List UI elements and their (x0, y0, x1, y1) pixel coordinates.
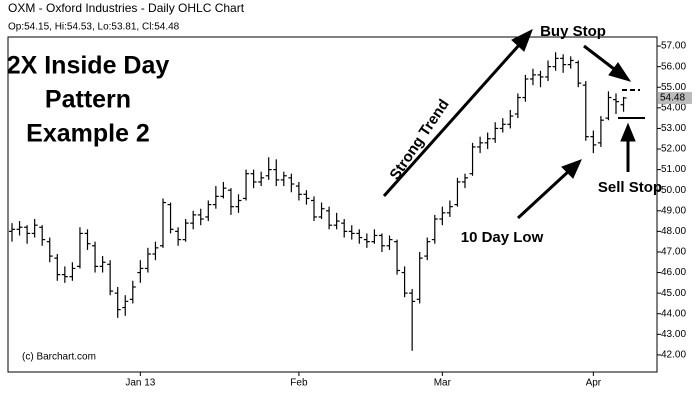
y-tick-label: 42.00 (661, 350, 686, 361)
last-price-box (658, 91, 692, 104)
pattern-line: Example 2 (26, 120, 150, 148)
arrows (382, 28, 636, 220)
low-label: 10 Day Low (461, 229, 544, 246)
x-tick-label: Mar (434, 378, 452, 389)
x-tick-label: Jan 13 (125, 378, 155, 389)
buy-stop-label: Buy Stop (540, 23, 606, 40)
y-tick-label: 53.00 (661, 123, 686, 134)
y-tick-label: 54.00 (661, 102, 686, 113)
y-tick-label: 46.00 (661, 267, 686, 278)
y-tick-label: 57.00 (661, 41, 686, 52)
y-tick-label: 49.00 (661, 205, 686, 216)
pattern-line: Pattern (45, 86, 131, 114)
arrow-head (561, 159, 582, 179)
arrow-head (511, 28, 533, 52)
y-tick-label: 50.00 (661, 185, 686, 196)
arrow-head (620, 122, 636, 142)
y-tick-label: 45.00 (661, 288, 686, 299)
y-tick-label: 44.00 (661, 308, 686, 319)
plot-frame (7, 36, 658, 373)
ohlc-readout: Op:54.15, Hi:54.53, Lo:53.81, Cl:54.48 (8, 22, 180, 33)
y-tick-label: 52.00 (661, 144, 686, 155)
y-tick-label: 51.00 (661, 164, 686, 175)
y-tick-label: 43.00 (661, 329, 686, 340)
trend-arrow (382, 42, 522, 198)
pattern-line: 2X Inside Day (7, 52, 170, 80)
credit: (c) Barchart.com (22, 352, 96, 363)
last-price-label: 54.48 (660, 93, 685, 104)
y-tick-label: 55.00 (661, 82, 686, 93)
low-arrow (516, 168, 572, 220)
sell-stop-label: Sell Stop (598, 179, 662, 196)
x-tick-label: Feb (290, 378, 308, 389)
x-tick-label: Apr (586, 378, 602, 389)
y-tick-label: 48.00 (661, 226, 686, 237)
y-tick-label: 47.00 (661, 247, 686, 258)
buy-arrow (583, 44, 619, 74)
chart-title: OXM - Oxford Industries - Daily OHLC Cha… (8, 1, 245, 15)
y-tick-label: 56.00 (661, 61, 686, 72)
arrow-head (608, 62, 632, 82)
